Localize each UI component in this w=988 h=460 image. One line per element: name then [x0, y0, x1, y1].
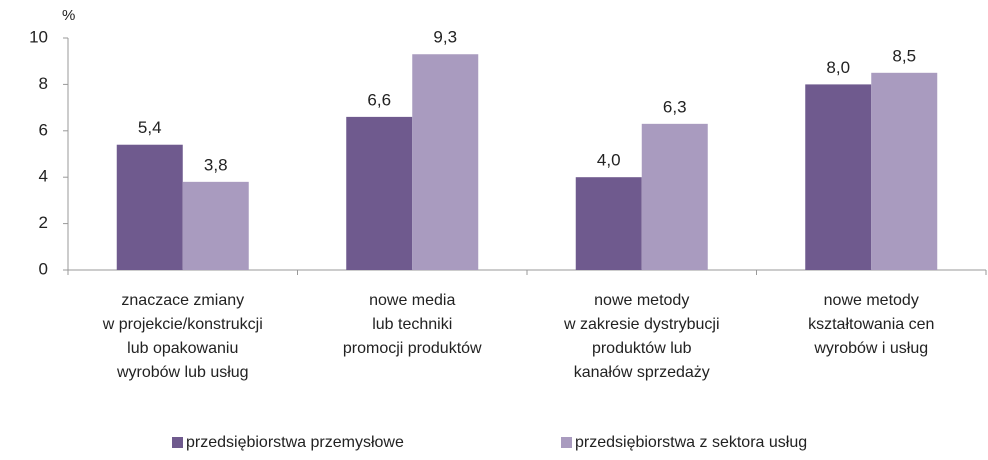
- x-tick-label: kanałów sprzedaży: [574, 364, 710, 381]
- x-tick-label: lub opakowaniu: [127, 340, 238, 357]
- x-tick-label: w projekcie/konstrukcji: [102, 316, 263, 333]
- y-tick-label: 0: [39, 259, 48, 278]
- bar: [871, 72, 938, 270]
- x-tick-label: znaczace zmiany: [121, 292, 244, 309]
- x-tick-label: nowe media: [369, 292, 455, 309]
- value-label: 9,3: [433, 28, 457, 47]
- y-tick-label: 10: [29, 27, 48, 46]
- legend-label: przedsiębiorstwa przemysłowe: [186, 434, 404, 451]
- bar: [641, 123, 708, 270]
- x-tick-label: nowe metody: [824, 292, 919, 309]
- value-label: 6,6: [367, 90, 391, 109]
- y-tick-label: 2: [39, 213, 48, 232]
- x-tick-label: wyrobów lub usług: [116, 364, 249, 381]
- y-tick-label: 6: [39, 120, 48, 139]
- y-tick-label: 4: [39, 167, 48, 186]
- x-tick-label: kształtowania cen: [808, 316, 934, 333]
- x-tick-label: nowe metody: [594, 292, 689, 309]
- x-tick-label: produktów lub: [592, 340, 692, 357]
- bar: [182, 181, 249, 270]
- bar: [575, 177, 642, 270]
- legend-swatch: [561, 437, 572, 448]
- value-label: 4,0: [597, 151, 621, 170]
- value-label: 3,8: [204, 155, 228, 174]
- y-tick-label: 8: [39, 74, 48, 93]
- legend-label: przedsiębiorstwa z sektora usług: [575, 434, 807, 451]
- bar: [412, 54, 479, 270]
- value-label: 8,5: [892, 46, 916, 65]
- x-tick-label: lub techniki: [372, 316, 452, 333]
- x-tick-label: w zakresie dystrybucji: [563, 316, 720, 333]
- value-label: 6,3: [663, 97, 687, 116]
- bar: [346, 116, 413, 270]
- bar: [805, 84, 872, 271]
- y-axis-label: %: [62, 7, 75, 24]
- value-label: 8,0: [826, 58, 850, 77]
- legend-swatch: [172, 437, 183, 448]
- value-label: 5,4: [138, 118, 162, 137]
- x-tick-label: promocji produktów: [343, 340, 482, 357]
- bar: [116, 144, 183, 270]
- x-tick-label: wyrobów i usług: [813, 340, 928, 357]
